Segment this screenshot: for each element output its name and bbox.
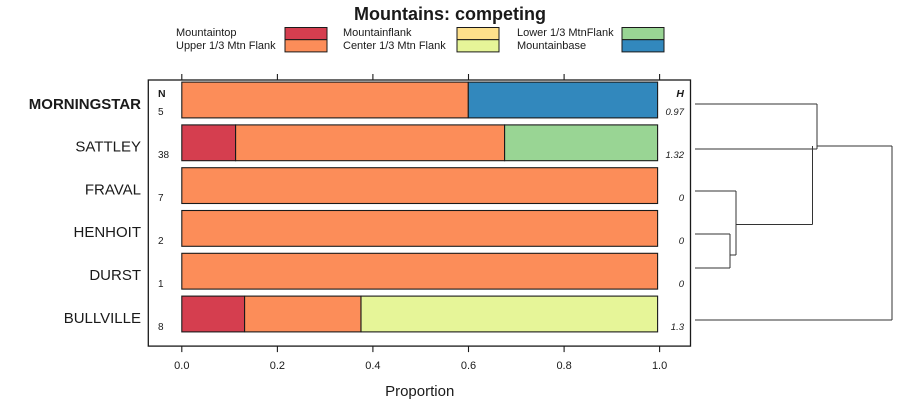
svg-text:7: 7 xyxy=(158,193,164,204)
svg-text:5: 5 xyxy=(158,107,164,118)
svg-text:1.0: 1.0 xyxy=(652,360,667,372)
svg-text:0.8: 0.8 xyxy=(556,360,571,372)
svg-text:38: 38 xyxy=(158,150,170,161)
svg-text:1.3: 1.3 xyxy=(671,322,685,333)
svg-text:BULLVILLE: BULLVILLE xyxy=(64,310,141,327)
svg-text:0.4: 0.4 xyxy=(365,360,380,372)
svg-text:0.2: 0.2 xyxy=(270,360,285,372)
svg-text:N: N xyxy=(158,88,166,100)
svg-text:MORNINGSTAR: MORNINGSTAR xyxy=(29,96,141,113)
svg-text:0: 0 xyxy=(679,279,685,290)
svg-text:0.0: 0.0 xyxy=(174,360,189,372)
svg-text:FRAVAL: FRAVAL xyxy=(85,181,141,198)
svg-text:1.32: 1.32 xyxy=(666,150,685,161)
svg-text:0: 0 xyxy=(679,236,685,247)
svg-text:8: 8 xyxy=(158,322,164,333)
svg-text:H: H xyxy=(676,88,684,100)
svg-text:SATTLEY: SATTLEY xyxy=(75,139,141,156)
svg-text:1: 1 xyxy=(158,279,164,290)
svg-text:0.6: 0.6 xyxy=(461,360,476,372)
svg-text:0.97: 0.97 xyxy=(666,107,685,118)
svg-text:Proportion: Proportion xyxy=(385,383,454,400)
svg-text:0: 0 xyxy=(679,193,685,204)
svg-text:DURST: DURST xyxy=(89,267,141,284)
svg-text:2: 2 xyxy=(158,236,164,247)
svg-text:HENHOIT: HENHOIT xyxy=(74,224,142,241)
